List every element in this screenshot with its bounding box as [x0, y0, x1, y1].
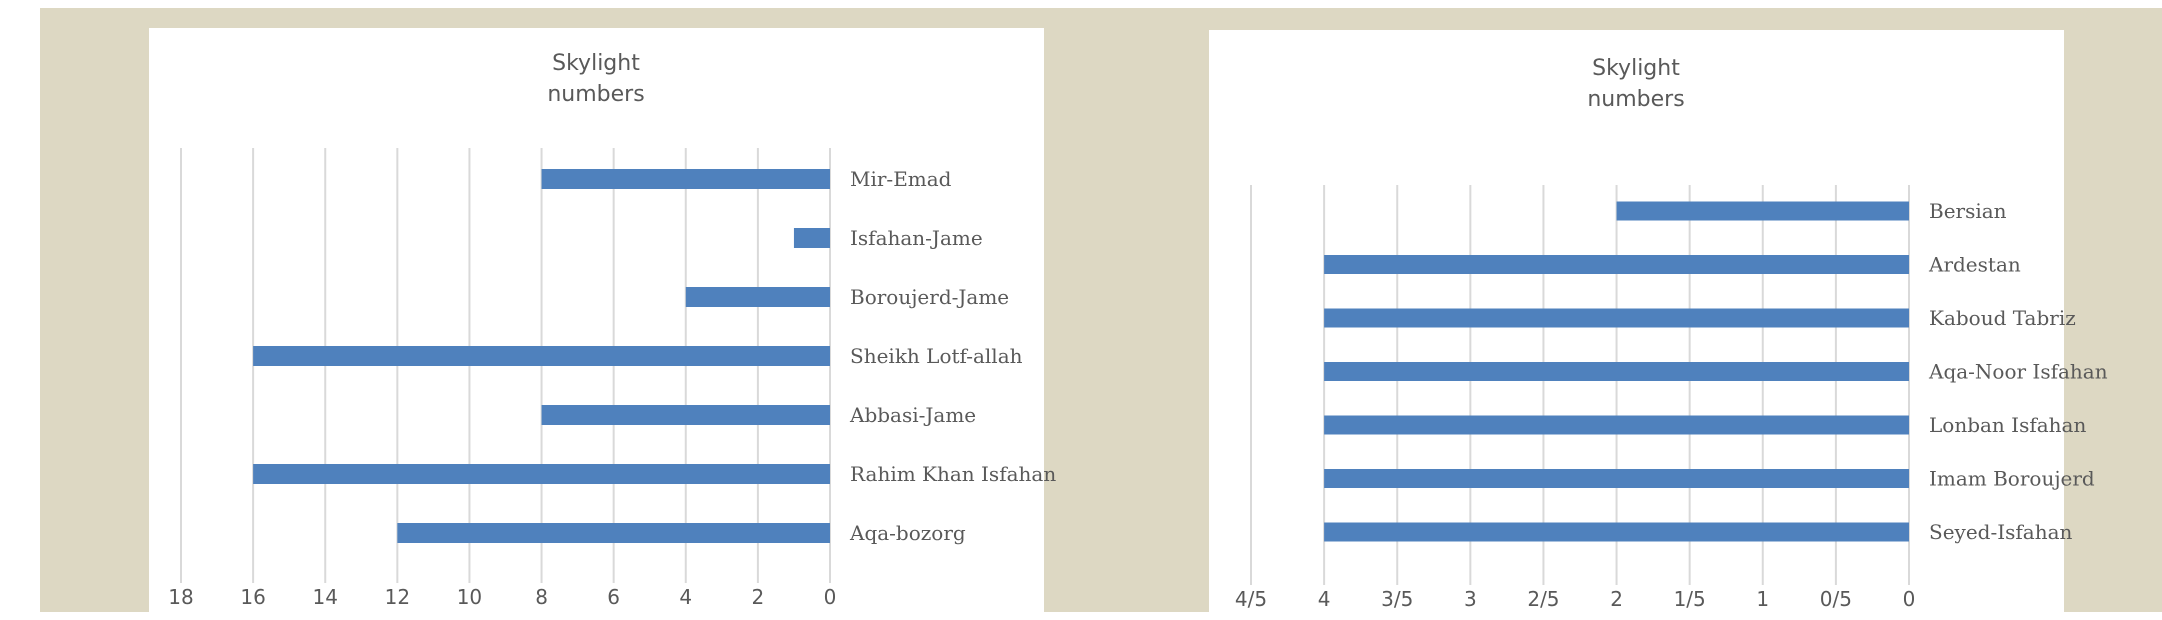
chart-title-left: numbers [547, 82, 644, 107]
x-tick-label-left: 18 [168, 585, 193, 609]
category-label-left: Mir-Emad [850, 167, 952, 191]
category-label-left: Aqa-bozorg [849, 521, 966, 545]
chart-title-right: numbers [1587, 87, 1684, 112]
bar-right [1324, 255, 1909, 274]
category-label-right: Ardestan [1928, 253, 2021, 277]
chart-title-left: Skylight [552, 51, 640, 76]
category-label-right: Aqa-Noor Isfahan [1928, 360, 2108, 384]
category-label-right: Seyed-Isfahan [1929, 520, 2073, 544]
x-tick-label-right: 0/5 [1820, 587, 1852, 611]
category-label-right: Bersian [1929, 199, 2007, 223]
x-tick-label-left: 6 [607, 585, 620, 609]
figure-background: Skylight numbers 18 16 14 12 10 8 6 4 2 0 Mir-Emad Is… [40, 8, 2162, 620]
x-tick-label-left: 12 [385, 585, 410, 609]
bar-right [1616, 201, 1909, 221]
bar-left [397, 523, 830, 543]
bar-right [1324, 415, 1909, 435]
bar-right [1324, 362, 1909, 381]
x-tick-label-right: 4 [1318, 587, 1331, 611]
chart-right-svg: Skylight numbers 4/5 4 3/5 3 2/5 2 1/5 1 0/5 0 Bersi… [1235, 56, 2108, 611]
x-tick-label-right: 1/5 [1674, 587, 1706, 611]
category-label-left: Sheikh Lotf-allah [850, 344, 1023, 368]
x-tick-label-left: 2 [752, 585, 765, 609]
x-tick-label-right: 2/5 [1527, 587, 1559, 611]
chart-title-right: Skylight [1592, 56, 1680, 81]
x-tick-label-left: 14 [312, 585, 337, 609]
chart-left-svg: Skylight numbers 18 16 14 12 10 8 6 4 2 0 Mir-Emad Is… [168, 51, 1056, 609]
x-tick-label-left: 16 [240, 585, 265, 609]
category-label-left: Isfahan-Jame [850, 226, 983, 250]
category-label-left: Boroujerd-Jame [850, 285, 1009, 309]
chart-panel-left: Skylight numbers 18 16 14 12 10 8 6 4 2 0 Mir-Emad Is… [149, 28, 1056, 620]
category-label-right: Lonban Isfahan [1929, 413, 2086, 437]
bar-right [1324, 308, 1909, 328]
bar-right [1324, 469, 1909, 488]
x-tick-label-left: 4 [679, 585, 692, 609]
x-tick-label-left: 8 [535, 585, 548, 609]
bar-left [253, 464, 831, 484]
bar-left [685, 287, 830, 307]
x-tick-label-right: 4/5 [1235, 587, 1267, 611]
bar-left [253, 346, 831, 366]
category-label-right: Imam Boroujerd [1929, 467, 2095, 491]
x-tick-label-right: 0 [1903, 587, 1916, 611]
x-tick-label-left: 10 [457, 585, 482, 609]
bar-left [541, 169, 830, 189]
x-tick-label-right: 3/5 [1381, 587, 1413, 611]
x-tick-label-right: 3 [1464, 587, 1477, 611]
x-tick-label-left: 0 [824, 585, 837, 609]
x-tick-label-right: 2 [1610, 587, 1623, 611]
category-label-right: Kaboud Tabriz [1929, 306, 2076, 330]
x-tick-label-right: 1 [1756, 587, 1769, 611]
bar-right [1324, 522, 1909, 542]
category-label-left: Abbasi-Jame [849, 403, 976, 427]
bar-left [793, 228, 830, 248]
bar-left [541, 405, 830, 425]
category-label-left: Rahim Khan Isfahan [850, 462, 1056, 486]
chart-panel-right: Skylight numbers 4/5 4 3/5 3 2/5 2 1/5 1 0/5 0 Bersi… [1209, 30, 2108, 620]
